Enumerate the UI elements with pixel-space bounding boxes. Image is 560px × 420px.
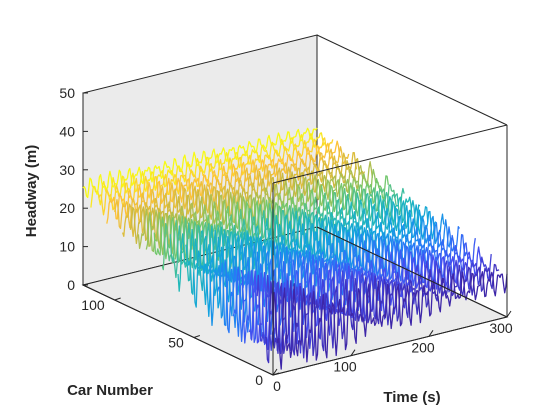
series-line-car-30 bbox=[224, 226, 461, 337]
axes-edge-0 bbox=[272, 316, 508, 376]
series-line-car-85 bbox=[137, 161, 374, 249]
y-tick-mark bbox=[193, 335, 200, 338]
z-tick-label: 10 bbox=[59, 239, 75, 255]
z-axis-label: Headway (m) bbox=[23, 145, 40, 238]
series-line-car-5 bbox=[264, 263, 500, 364]
y-tick-label: 50 bbox=[168, 335, 184, 351]
x-axis-label: Time (s) bbox=[383, 389, 440, 406]
axes-edge-5 bbox=[316, 34, 508, 126]
axis-ticks: 0 100 200 300 0 50 100 0 10 20 30 40 50 bbox=[59, 85, 512, 394]
x-tick-label: 0 bbox=[273, 378, 281, 394]
y-axis-label: Car Number bbox=[67, 382, 153, 399]
x-tick-mark bbox=[272, 368, 278, 376]
y-tick-mark bbox=[114, 297, 121, 301]
series-line-car-0 bbox=[272, 271, 508, 370]
x-tick-mark bbox=[506, 310, 512, 318]
z-tick-label: 40 bbox=[59, 123, 75, 139]
z-tick-label: 20 bbox=[59, 200, 75, 216]
series-line-car-65 bbox=[169, 187, 405, 279]
series-line-car-100 bbox=[114, 146, 350, 230]
x-tick-label: 200 bbox=[411, 339, 435, 355]
z-tick-label: 0 bbox=[67, 277, 75, 293]
y-tick-label: 100 bbox=[81, 297, 105, 313]
axes-front-edges bbox=[82, 34, 508, 376]
y-tick-mark bbox=[272, 372, 280, 376]
series-line-car-90 bbox=[129, 157, 366, 245]
y-tick-label: 0 bbox=[255, 372, 263, 388]
z-tick-label: 30 bbox=[59, 162, 75, 178]
series-lines bbox=[82, 127, 508, 370]
x-tick-label: 300 bbox=[489, 320, 513, 336]
x-tick-mark bbox=[350, 349, 356, 356]
x-tick-label: 100 bbox=[333, 359, 357, 375]
series-line-car-10 bbox=[256, 254, 492, 355]
x-tick-mark bbox=[428, 330, 434, 337]
z-tick-label: 50 bbox=[59, 85, 75, 101]
axes-edge-2 bbox=[316, 226, 508, 318]
axes-edge-4 bbox=[272, 124, 508, 184]
